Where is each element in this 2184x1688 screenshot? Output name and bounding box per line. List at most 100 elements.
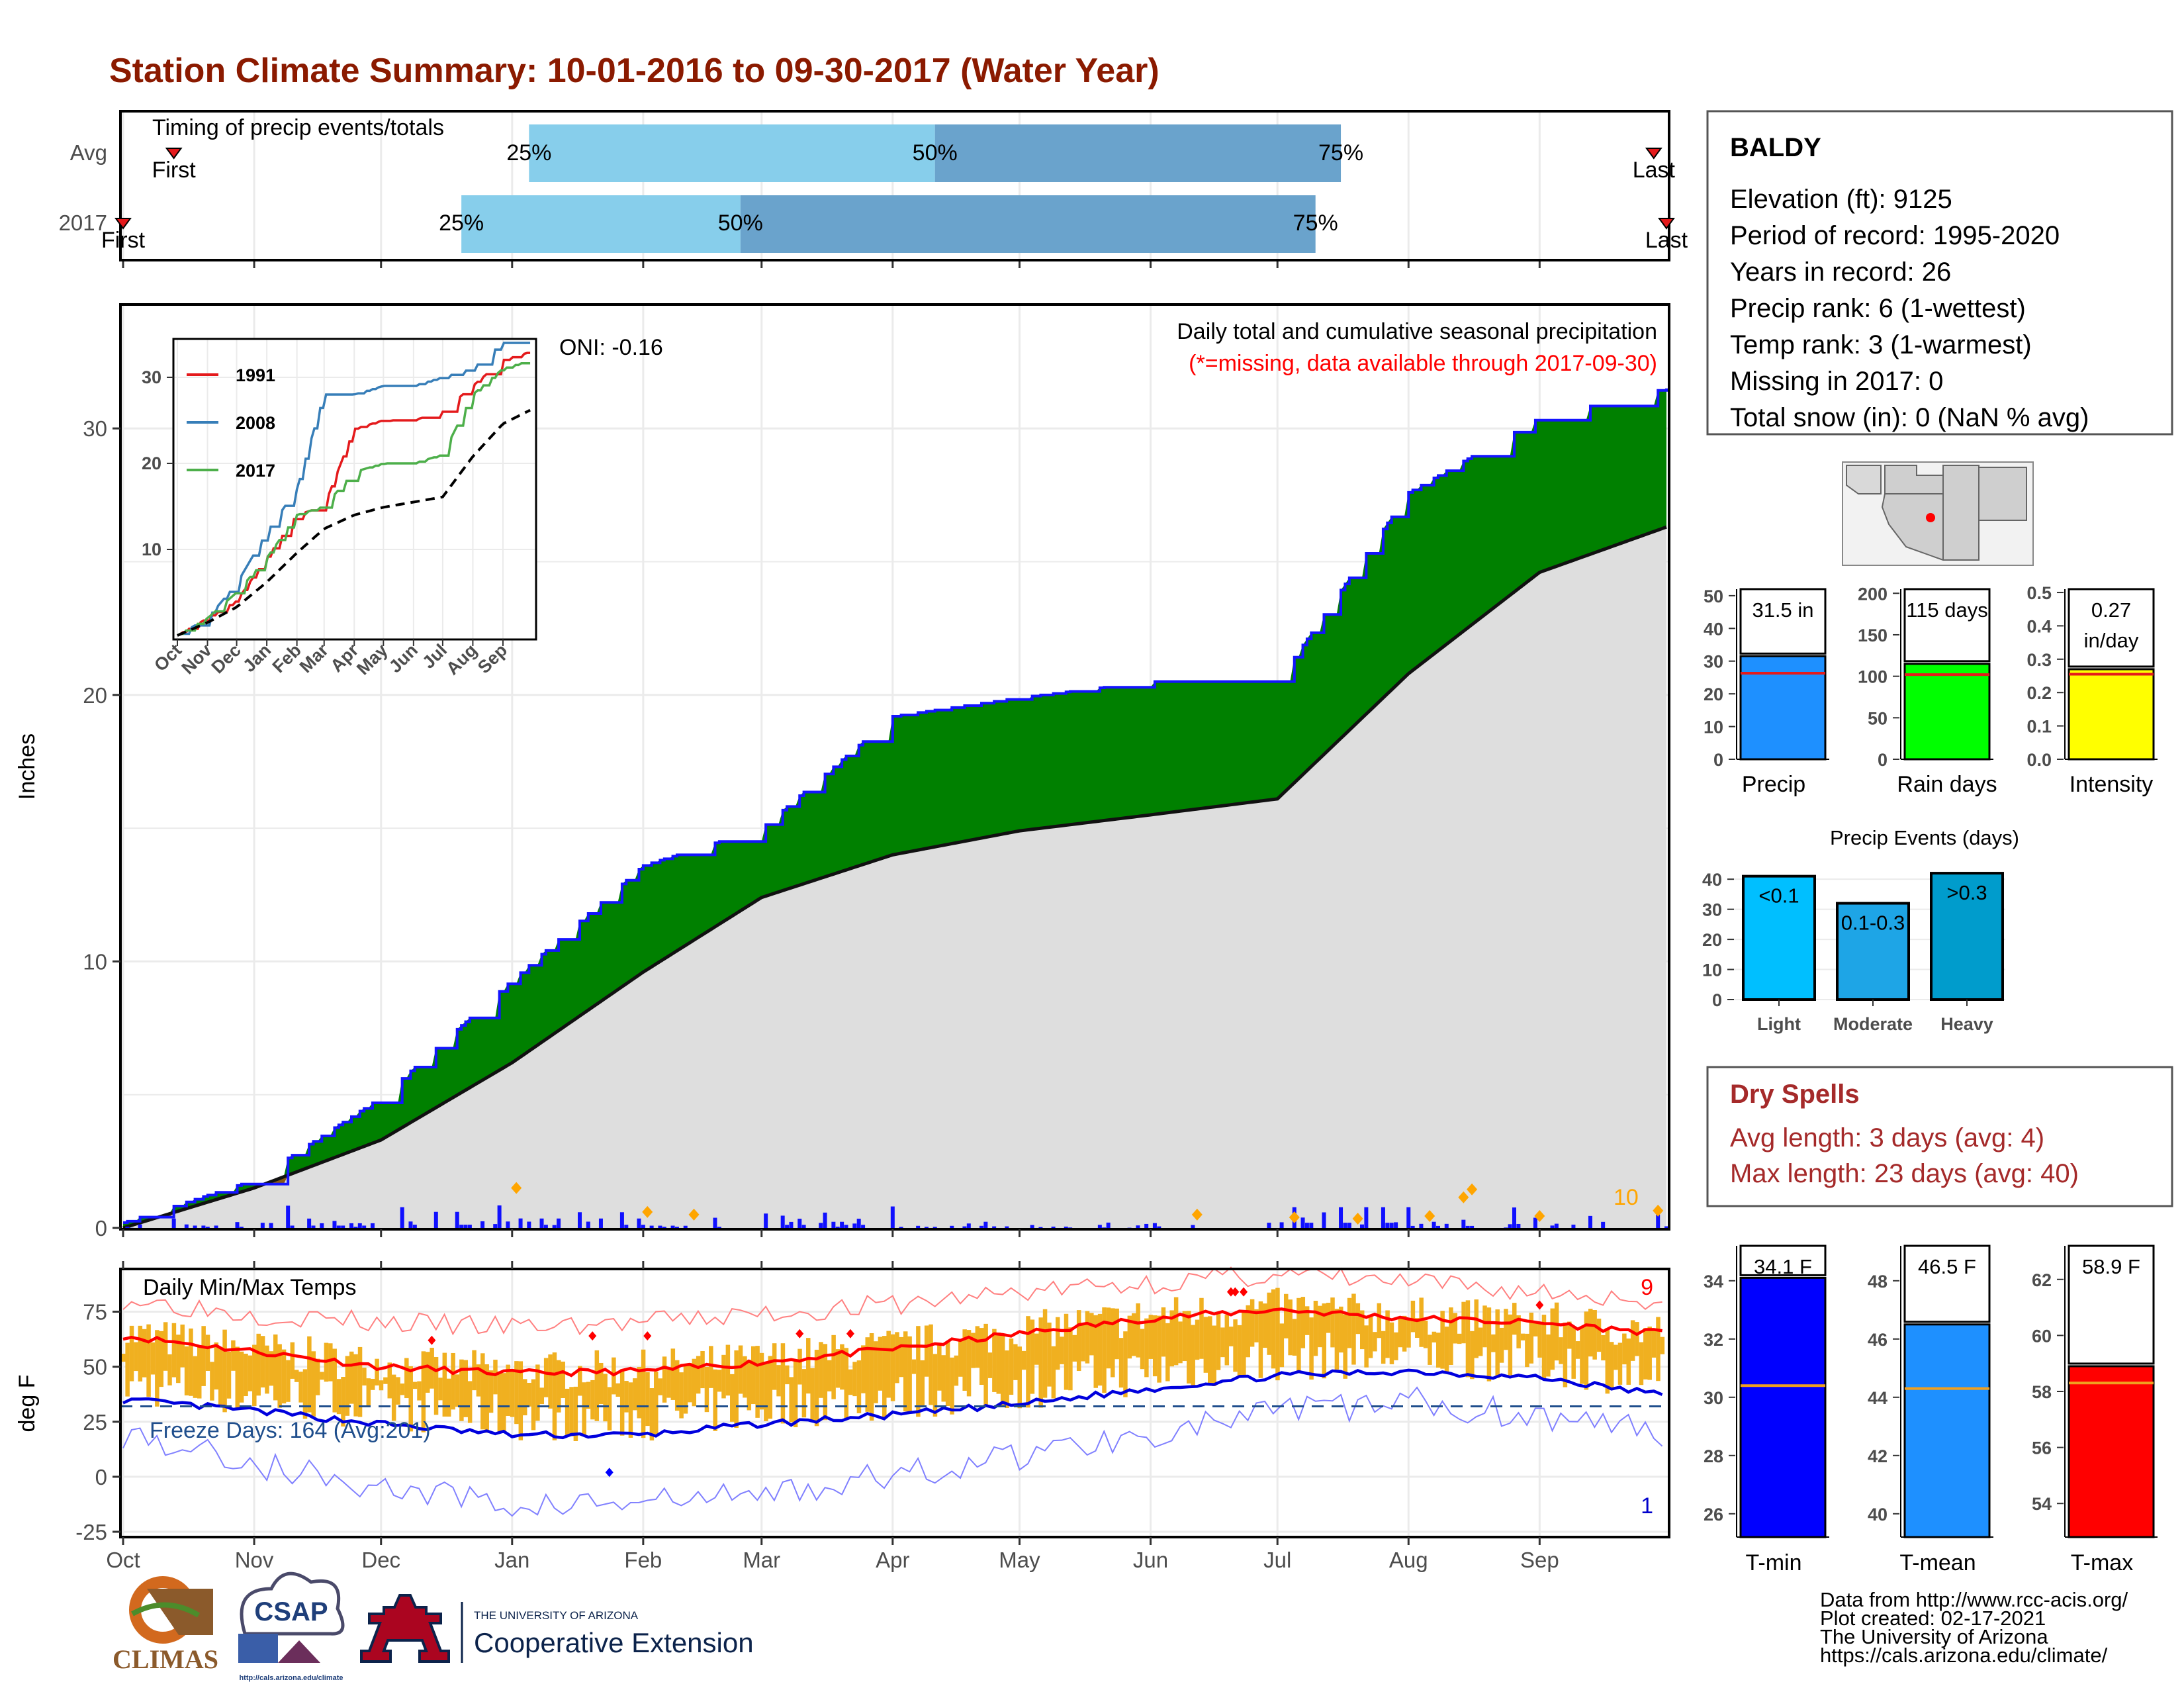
inset-y-tick-label: 20 (142, 453, 161, 473)
daily-temp-bar (633, 1378, 637, 1411)
daily-temp-bar (548, 1354, 553, 1409)
daily-temp-bar (1246, 1305, 1250, 1358)
daily-temp-bar (1596, 1319, 1602, 1352)
event-bar-label: >0.3 (1946, 881, 1987, 904)
daily-precip-bar (412, 1225, 417, 1228)
daily-temp-bar (1060, 1336, 1064, 1364)
daily-temp-bar (518, 1361, 523, 1440)
daily-temp-bar (950, 1357, 954, 1415)
daily-temp-bar (535, 1364, 540, 1421)
daily-temp-bar (1373, 1332, 1377, 1352)
daily-temp-bar (578, 1366, 582, 1396)
daily-temp-bar (1504, 1309, 1508, 1350)
month-tick-label: May (999, 1548, 1040, 1572)
daily-temp-bar (730, 1374, 735, 1422)
daily-temp-bar (827, 1360, 832, 1391)
daily-precip-bar (785, 1225, 790, 1228)
temp-summary-name: T-mean (1899, 1550, 1976, 1575)
daily-temp-bar (1140, 1329, 1145, 1370)
daily-temp-bar (1546, 1334, 1551, 1377)
daily-temp-bar (1478, 1327, 1483, 1356)
daily-precip-bar (1068, 1227, 1073, 1228)
daily-temp-bar (1639, 1342, 1644, 1385)
temp-y-tick-label: 0 (95, 1465, 107, 1489)
daily-precip-bar (1106, 1222, 1111, 1228)
daily-temp-bar (1410, 1300, 1416, 1333)
daily-temp-bar (1516, 1315, 1521, 1348)
daily-temp-bar (421, 1351, 426, 1432)
inset-lines (177, 342, 531, 637)
heavy-precip-marker-icon (1653, 1204, 1664, 1217)
daily-temp-bar (856, 1360, 862, 1413)
record-high-marker-icon (1240, 1287, 1248, 1297)
daily-temp-bar (933, 1354, 938, 1417)
daily-temp-bar (1575, 1341, 1580, 1359)
daily-temp-bar (1622, 1333, 1627, 1365)
temp-bar-y-tick-label: 30 (1704, 1388, 1723, 1408)
daily-temp-bar (1064, 1313, 1069, 1390)
daily-temp-bar (764, 1364, 768, 1421)
daily-temp-bar (683, 1366, 688, 1414)
daily-temp-bar (1127, 1315, 1132, 1359)
daily-precip-bar (370, 1223, 375, 1228)
precip-bar-y-tick-label: 0.2 (2026, 683, 2052, 703)
daily-temp-bar (1292, 1319, 1297, 1356)
daily-precip-bar (1533, 1217, 1537, 1228)
temp-bar-y-tick-label: 44 (1868, 1388, 1888, 1408)
daily-temp-bar (751, 1346, 756, 1405)
daily-temp-bar (1508, 1314, 1513, 1376)
daily-temp-bar (269, 1351, 274, 1386)
daily-temp-bar (916, 1326, 921, 1417)
daily-temp-bar (582, 1382, 586, 1435)
daily-precip-bar (586, 1221, 590, 1228)
daily-precip-bar (844, 1225, 848, 1228)
daily-precip-bar (924, 1227, 929, 1228)
csap-wordmark: CSAP (254, 1597, 328, 1626)
daily-precip-bar (1588, 1215, 1592, 1228)
precip-bar-y-tick-label: 100 (1858, 667, 1888, 687)
daily-precip-bar (641, 1225, 645, 1228)
daily-temp-bar (404, 1358, 409, 1399)
precip-bar-y-tick-label: 20 (1704, 684, 1723, 704)
daily-precip-bar (1152, 1223, 1157, 1228)
daily-temp-bar (941, 1355, 946, 1402)
daily-temp-bar (1571, 1326, 1576, 1379)
daily-temp-bar (391, 1374, 396, 1421)
precip-summary-value-label: 0.27 (2091, 598, 2131, 622)
daily-temp-bar (218, 1348, 223, 1405)
daily-temp-bar (260, 1336, 265, 1387)
daily-temp-bar (252, 1344, 257, 1407)
daily-temp-bar (1148, 1315, 1154, 1359)
daily-temp-bar (412, 1382, 418, 1389)
daily-precip-bar (1064, 1227, 1068, 1228)
daily-precip-bar (349, 1223, 354, 1228)
events-y-tick-label: 10 (1702, 961, 1722, 980)
daily-precip-bar (764, 1213, 768, 1228)
daily-precip-bar (467, 1225, 472, 1228)
daily-temp-bar (176, 1335, 181, 1383)
daily-temp-bar (1081, 1324, 1085, 1362)
daily-temp-bar (129, 1325, 134, 1382)
daily-temp-bar (1643, 1328, 1648, 1380)
month-tick-label: Dec (361, 1548, 400, 1572)
daily-temp-bar (958, 1340, 963, 1377)
daily-temp-bar (379, 1380, 384, 1391)
daily-precip-bar (125, 1227, 130, 1228)
daily-temp-bar (1178, 1321, 1183, 1364)
climas-logo: CLIMAS (113, 1576, 218, 1674)
daily-temp-bar (1322, 1303, 1326, 1379)
daily-precip-bar (835, 1227, 840, 1228)
precip-bar-y-tick-label: 150 (1858, 626, 1888, 645)
daily-precip-bar (1419, 1223, 1424, 1228)
daily-temp-bar (387, 1362, 392, 1399)
daily-precip-bar (662, 1227, 666, 1228)
precip-summary-bars: 0 10 20 30 40 50 31.5 in Precip 0 50 100 150 200 115 … (1704, 583, 2158, 797)
heavy-precip-marker-icon (1289, 1211, 1300, 1223)
daily-temp-bar (514, 1361, 519, 1425)
daily-precip-bar (506, 1221, 510, 1228)
daily-temp-bar (1228, 1327, 1234, 1346)
daily-temp-bar (945, 1341, 950, 1406)
daily-temp-bar (865, 1337, 870, 1412)
daily-temp-bar (332, 1348, 337, 1413)
daily-temp-bar (1563, 1323, 1568, 1387)
